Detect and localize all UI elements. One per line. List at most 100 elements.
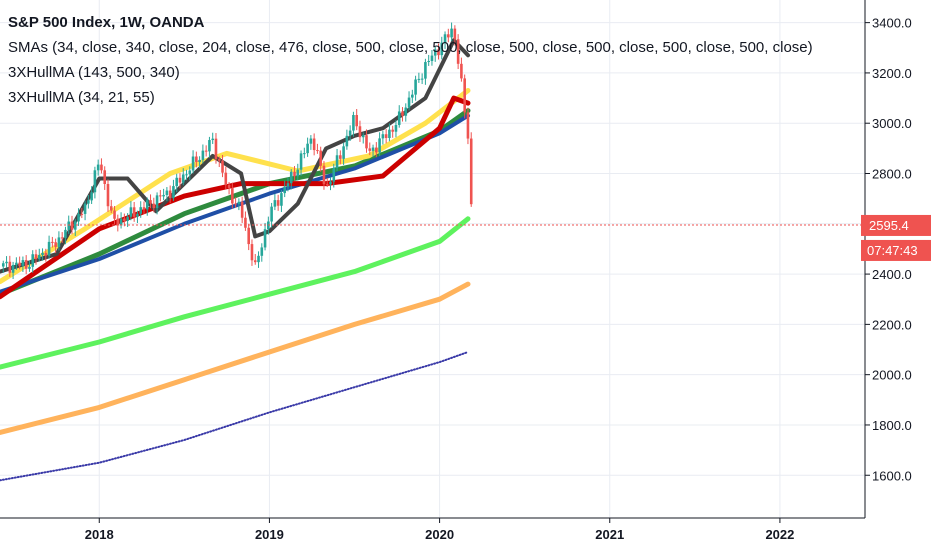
candle-body xyxy=(365,135,368,149)
candle-body xyxy=(152,203,156,209)
candle-body xyxy=(466,112,470,139)
candle-body xyxy=(93,170,97,193)
candle-body xyxy=(100,164,103,171)
series-line-orange xyxy=(0,281,471,435)
hull-ma-indicator-label-2[interactable]: 3XHullMA (34, 21, 55) xyxy=(8,89,155,106)
candle-body xyxy=(312,138,316,151)
candle-body xyxy=(11,264,15,273)
candle-body xyxy=(185,174,188,176)
time-axis[interactable]: 2018 2019 2020 2021 2022 xyxy=(85,518,795,542)
candle-body xyxy=(44,252,48,256)
candle-body xyxy=(319,150,322,166)
candle-body xyxy=(123,218,126,221)
candle-body xyxy=(224,172,228,186)
sma-indicator-label[interactable]: SMAs (34, close, 340, close, 204, close,… xyxy=(8,39,813,56)
candle-body xyxy=(404,107,408,116)
candle-body xyxy=(217,159,221,161)
candle-body xyxy=(67,221,71,230)
price-tick-label: 2400.0 xyxy=(872,267,912,282)
candle-body xyxy=(204,150,208,152)
candle-body xyxy=(77,213,80,222)
candle-body xyxy=(136,213,139,217)
candle-body xyxy=(306,143,309,154)
candle-body xyxy=(299,153,303,170)
candle-body xyxy=(391,129,394,132)
candle-body xyxy=(397,111,401,125)
candle-body xyxy=(234,203,237,205)
time-tick-label: 2018 xyxy=(85,527,114,542)
candle-body xyxy=(253,260,257,263)
candle-body xyxy=(129,207,133,217)
candle-body xyxy=(417,78,421,80)
price-tick-label: 3400.0 xyxy=(872,16,912,31)
candle-body xyxy=(54,242,57,247)
candle-body xyxy=(296,169,300,177)
candle-body xyxy=(198,159,201,162)
candle-body xyxy=(119,218,123,226)
candle-body xyxy=(273,200,277,207)
last-price-badge: 2595.4 xyxy=(861,214,931,236)
candle-body xyxy=(345,135,349,147)
candle-body xyxy=(165,190,169,195)
candle-body xyxy=(247,227,251,245)
candle-body xyxy=(394,124,398,132)
candle-body xyxy=(28,266,31,269)
candle-body xyxy=(155,195,159,209)
candle-body xyxy=(178,177,182,183)
candle-body xyxy=(378,138,381,153)
candle-body xyxy=(339,155,342,159)
candle-body xyxy=(430,55,434,61)
candle-body xyxy=(309,138,313,144)
candle-body xyxy=(286,183,290,187)
candle-body xyxy=(34,254,38,260)
candle-body xyxy=(424,62,427,79)
candle-body xyxy=(260,247,264,256)
candle-body xyxy=(375,147,378,153)
candle-body xyxy=(283,186,286,194)
candle-body xyxy=(211,138,215,141)
candle-body xyxy=(244,217,247,228)
candle-body xyxy=(60,237,64,239)
series-line-lightgreen xyxy=(0,216,471,370)
candle-body xyxy=(289,171,293,184)
candle-body xyxy=(237,201,241,204)
candle-body xyxy=(149,200,152,204)
candle-body xyxy=(443,34,447,43)
series-line-black xyxy=(0,38,470,274)
candle-body xyxy=(293,171,296,177)
candle-body xyxy=(368,148,372,151)
time-tick-label: 2022 xyxy=(765,527,794,542)
candle-body xyxy=(109,206,113,211)
candle-body xyxy=(437,49,440,56)
candle-body xyxy=(276,200,280,206)
candle-body xyxy=(322,165,326,185)
candle-body xyxy=(83,203,87,214)
hull-ma-indicator-label-1[interactable]: 3XHullMA (143, 500, 340) xyxy=(8,64,180,81)
series-line-yellow xyxy=(0,88,471,285)
candle-body xyxy=(132,207,136,217)
candle-body xyxy=(172,186,175,198)
price-tick-label: 1600.0 xyxy=(872,468,912,483)
candle-body xyxy=(106,183,110,207)
candle-body xyxy=(21,260,25,266)
candle-body xyxy=(116,218,120,226)
candle-body xyxy=(57,237,61,247)
candle-body xyxy=(411,94,414,98)
instrument-title[interactable]: S&P 500 Index, 1W, OANDA xyxy=(8,14,205,31)
candle-body xyxy=(168,190,172,198)
candle-body xyxy=(460,63,463,79)
candle-body xyxy=(37,255,41,260)
candle-body xyxy=(103,170,107,184)
candlestick-series xyxy=(1,22,473,280)
candle-body xyxy=(8,261,12,273)
candle-body xyxy=(329,181,332,185)
candle-body xyxy=(250,244,254,261)
candle-body xyxy=(201,150,205,160)
candle-body xyxy=(96,164,100,171)
candle-body xyxy=(332,168,336,182)
candle-body xyxy=(208,140,211,152)
candle-body xyxy=(80,213,84,215)
candle-body xyxy=(139,207,143,214)
candle-body xyxy=(221,160,224,173)
